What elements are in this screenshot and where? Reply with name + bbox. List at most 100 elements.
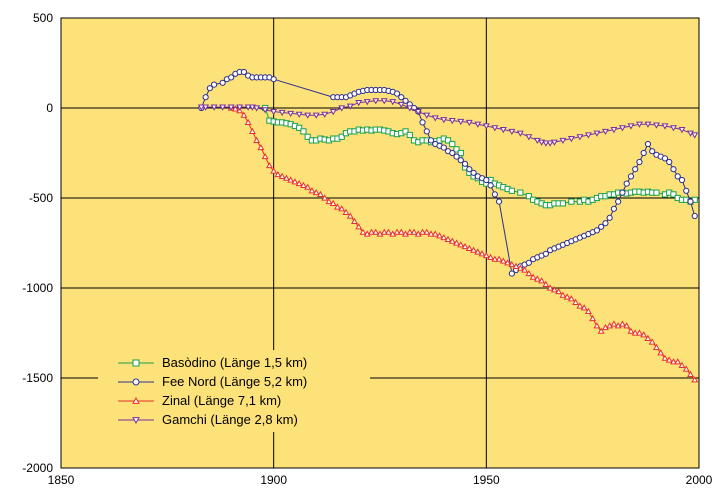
data-point: [529, 273, 537, 280]
data-point: [674, 173, 681, 180]
data-point: [338, 133, 345, 140]
data-point: [402, 230, 409, 237]
data-point: [678, 127, 686, 134]
data-point: [618, 320, 626, 327]
data-point: [602, 220, 609, 227]
series-3: [197, 98, 699, 147]
data-point: [202, 104, 210, 111]
data-point: [197, 104, 205, 111]
data-point: [516, 264, 524, 271]
data-point: [338, 105, 346, 112]
data-point: [211, 81, 218, 88]
data-point: [423, 228, 431, 235]
data-point: [627, 123, 635, 130]
data-point: [423, 112, 431, 119]
data-point: [670, 358, 677, 365]
data-point: [584, 307, 592, 314]
data-point: [580, 304, 588, 311]
data-point: [132, 396, 140, 404]
data-point: [398, 94, 405, 101]
data-point: [674, 358, 682, 365]
data-point: [346, 212, 354, 219]
data-point: [584, 132, 592, 139]
data-point: [508, 187, 515, 194]
data-point: [363, 230, 371, 237]
data-point: [296, 124, 303, 131]
data-point: [593, 322, 601, 329]
data-point: [132, 378, 140, 386]
data-point: [670, 191, 677, 198]
data-point: [465, 119, 473, 127]
data-point: [444, 137, 452, 144]
data-point: [287, 176, 295, 183]
legend-label: Fee Nord (Länge 5,2 km): [162, 374, 307, 389]
data-point: [461, 242, 469, 250]
data-point: [457, 157, 464, 164]
data-point: [270, 109, 278, 116]
data-point: [517, 189, 524, 196]
data-point: [406, 105, 414, 112]
legend-label: Gamchi (Länge 2,8 km): [162, 412, 298, 427]
data-point: [359, 228, 367, 235]
data-point: [495, 198, 503, 205]
data-point: [508, 128, 516, 136]
data-point: [508, 270, 515, 277]
data-point: [261, 107, 269, 114]
data-point: [419, 228, 426, 235]
data-point: [542, 280, 550, 287]
data-point: [521, 266, 529, 273]
data-point: [431, 115, 439, 122]
data-point: [601, 323, 609, 331]
data-point: [550, 139, 558, 146]
data-point: [312, 188, 320, 196]
data-point: [389, 230, 397, 237]
data-point: [436, 232, 443, 239]
data-point: [304, 133, 311, 140]
data-point: [449, 140, 456, 148]
data-point: [512, 262, 520, 269]
data-point: [355, 100, 363, 107]
data-point: [448, 118, 456, 125]
series-1: [198, 68, 698, 277]
data-point: [261, 152, 269, 160]
data-point: [440, 233, 448, 241]
data-point: [329, 109, 337, 116]
data-point: [542, 250, 549, 257]
legend-background: [98, 350, 370, 432]
data-point: [470, 246, 478, 253]
data-point: [312, 112, 320, 119]
data-point: [542, 140, 550, 147]
data-point: [614, 322, 622, 329]
data-point: [440, 144, 447, 151]
data-point: [210, 104, 218, 111]
data-point: [661, 123, 669, 130]
data-point: [427, 137, 435, 144]
data-point: [516, 130, 524, 137]
data-point: [525, 134, 533, 141]
data-point: [295, 179, 303, 187]
data-point: [546, 140, 554, 147]
data-point: [487, 253, 495, 260]
data-point: [525, 269, 533, 277]
data-point: [623, 322, 631, 329]
data-point: [482, 123, 490, 130]
data-point: [227, 104, 235, 111]
data-point: [414, 230, 422, 237]
data-point: [466, 166, 473, 173]
data-point: [231, 105, 239, 112]
data-point: [457, 241, 465, 248]
data-point: [636, 121, 643, 128]
data-point: [406, 228, 414, 235]
data-point: [598, 223, 605, 230]
data-point: [414, 109, 422, 116]
data-point: [431, 230, 439, 237]
data-point: [653, 343, 660, 350]
data-point: [533, 275, 541, 282]
x-tick-label: 1900: [260, 473, 287, 487]
data-point: [270, 76, 277, 83]
data-point: [559, 291, 567, 298]
data-point: [597, 327, 605, 334]
data-point: [504, 259, 512, 266]
data-point: [240, 68, 247, 76]
data-point: [508, 260, 516, 268]
